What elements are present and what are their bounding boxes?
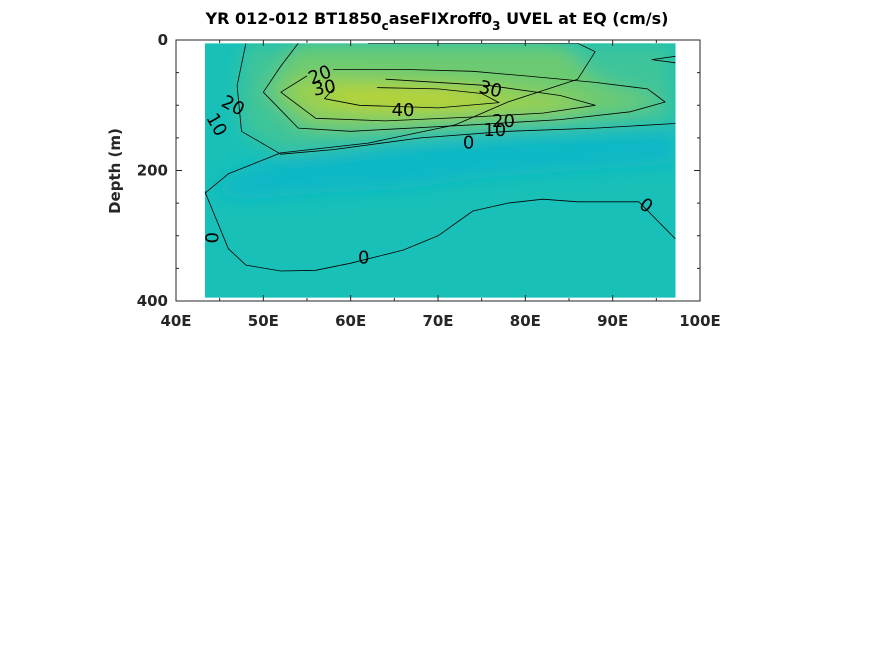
contour-label: 10 xyxy=(483,120,506,141)
contour-label: 30 xyxy=(311,76,337,101)
contour-label: 20 xyxy=(492,111,515,132)
field-negative-region xyxy=(350,136,631,161)
contour-line-0 xyxy=(204,43,596,194)
x-tick-label: 70E xyxy=(422,312,453,330)
x-tick-label: 100E xyxy=(679,312,721,330)
velocity-field xyxy=(204,43,676,298)
contour-line-40 xyxy=(324,87,500,109)
contour-lines xyxy=(204,43,676,272)
x-tick-label: 80E xyxy=(510,312,541,330)
contour-line-0 xyxy=(651,55,676,64)
y-axis-label: Depth (m) xyxy=(106,128,124,214)
x-tick-label: 50E xyxy=(248,312,279,330)
contour-label: 0 xyxy=(463,133,474,154)
y-tick-label: 200 xyxy=(137,162,168,180)
x-tick-label: 60E xyxy=(335,312,366,330)
contour-line-0 xyxy=(204,191,676,272)
x-tick-label: 90E xyxy=(597,312,628,330)
contour-line-30 xyxy=(280,75,596,122)
x-axis: 40E 50E 60E 70E 80E 90E 100E xyxy=(160,40,721,330)
y-tick-label: 400 xyxy=(137,292,168,310)
contour-line-10 xyxy=(236,43,676,155)
contour-label: 40 xyxy=(392,100,415,121)
chart-title: YR 012-012 BT1850caseFIXroff03 UVEL at E… xyxy=(205,9,669,33)
y-tick-label: 0 xyxy=(158,31,168,49)
field-level-region xyxy=(324,87,500,108)
contour-label: 0 xyxy=(200,232,221,243)
contour-label: 0 xyxy=(358,247,369,268)
x-tick-label: 40E xyxy=(160,312,191,330)
contour-line-20 xyxy=(262,43,666,132)
